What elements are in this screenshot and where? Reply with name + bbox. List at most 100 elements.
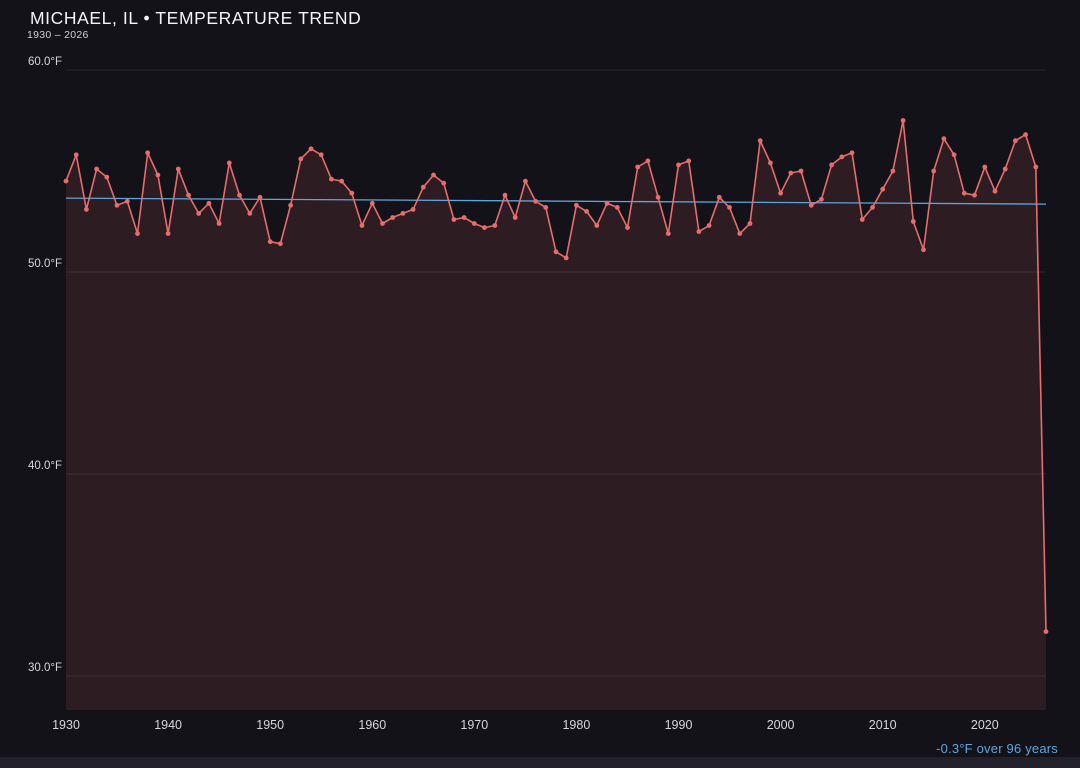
data-point	[594, 223, 600, 228]
data-point	[931, 168, 937, 174]
data-point	[237, 192, 242, 198]
data-point	[880, 186, 886, 192]
x-axis-tick-label: 1950	[256, 718, 284, 732]
data-point	[359, 223, 365, 228]
data-point	[186, 192, 191, 198]
data-point	[135, 231, 140, 237]
data-point	[921, 247, 926, 253]
data-point	[298, 156, 304, 162]
data-point	[1043, 629, 1049, 634]
data-point	[706, 223, 712, 228]
data-point	[512, 215, 518, 220]
data-point	[900, 118, 906, 123]
data-point	[584, 209, 589, 214]
data-point	[63, 178, 69, 184]
trend-line	[65, 197, 1047, 205]
chart-subtitle: 1930 – 2026	[27, 29, 89, 41]
data-point	[819, 196, 824, 202]
data-point	[431, 172, 436, 178]
data-point	[798, 168, 804, 174]
data-point	[451, 217, 457, 222]
data-point	[124, 198, 130, 204]
data-point	[992, 188, 998, 194]
data-point	[808, 202, 814, 208]
data-point	[339, 178, 344, 184]
data-point	[196, 211, 202, 216]
data-point	[420, 184, 426, 190]
data-point	[257, 194, 263, 200]
data-point	[1002, 166, 1008, 172]
data-point	[84, 207, 89, 212]
data-point	[1033, 164, 1039, 170]
data-point	[165, 231, 171, 237]
data-point	[410, 207, 416, 212]
data-point	[890, 168, 896, 174]
data-point	[614, 205, 620, 210]
data-point	[859, 217, 865, 222]
data-point	[645, 158, 651, 164]
bottom-strip	[0, 757, 1080, 768]
data-point	[441, 180, 447, 186]
data-point	[788, 170, 794, 176]
data-point	[737, 231, 743, 237]
data-point	[216, 221, 222, 226]
data-point	[492, 223, 498, 228]
data-point	[696, 229, 702, 235]
data-point	[665, 231, 671, 237]
data-point	[329, 176, 334, 182]
data-point	[604, 200, 610, 206]
series-area-fill	[66, 120, 1046, 710]
data-point	[686, 158, 692, 164]
data-point	[982, 164, 988, 170]
x-axis-tick-label: 2010	[869, 718, 897, 732]
data-point	[574, 202, 579, 208]
data-point	[502, 192, 508, 198]
data-point	[380, 221, 385, 226]
data-point	[553, 249, 559, 255]
data-point	[267, 239, 273, 245]
data-point	[870, 205, 875, 210]
data-point	[910, 219, 916, 224]
data-point	[849, 150, 855, 156]
data-point	[523, 178, 528, 184]
data-point	[175, 166, 181, 172]
x-axis-tick-label: 1960	[358, 718, 386, 732]
data-point	[563, 255, 569, 261]
chart-title: MICHAEL, IL • TEMPERATURE TREND	[30, 8, 362, 28]
data-point	[543, 205, 549, 210]
data-point	[369, 200, 375, 206]
x-axis-tick-label: 2000	[767, 718, 795, 732]
data-point	[390, 215, 396, 220]
data-point	[716, 194, 722, 200]
x-axis-tick-label: 1940	[154, 718, 182, 732]
data-point	[961, 190, 967, 196]
data-point	[73, 152, 79, 158]
data-point	[145, 150, 151, 156]
y-axis-tick-label: 30.0°F	[28, 662, 62, 674]
x-axis-tick-label: 1970	[460, 718, 488, 732]
data-point	[941, 136, 947, 142]
data-point	[951, 152, 957, 158]
data-point	[471, 221, 477, 226]
data-point	[349, 190, 355, 196]
data-point	[747, 221, 753, 226]
data-point	[226, 160, 232, 166]
data-point	[400, 211, 406, 216]
data-point	[676, 162, 681, 168]
data-point	[461, 215, 467, 220]
data-point	[972, 192, 977, 198]
data-point	[655, 194, 661, 200]
data-point	[533, 198, 538, 204]
x-axis-tick-label: 1930	[52, 718, 80, 732]
data-point	[635, 164, 641, 170]
data-point	[482, 225, 487, 231]
data-point	[318, 152, 324, 158]
data-point	[155, 172, 161, 178]
data-point	[727, 205, 732, 210]
y-axis-tick-label: 40.0°F	[28, 460, 62, 472]
data-point	[94, 166, 99, 172]
data-point	[104, 174, 110, 180]
data-point	[778, 190, 783, 196]
